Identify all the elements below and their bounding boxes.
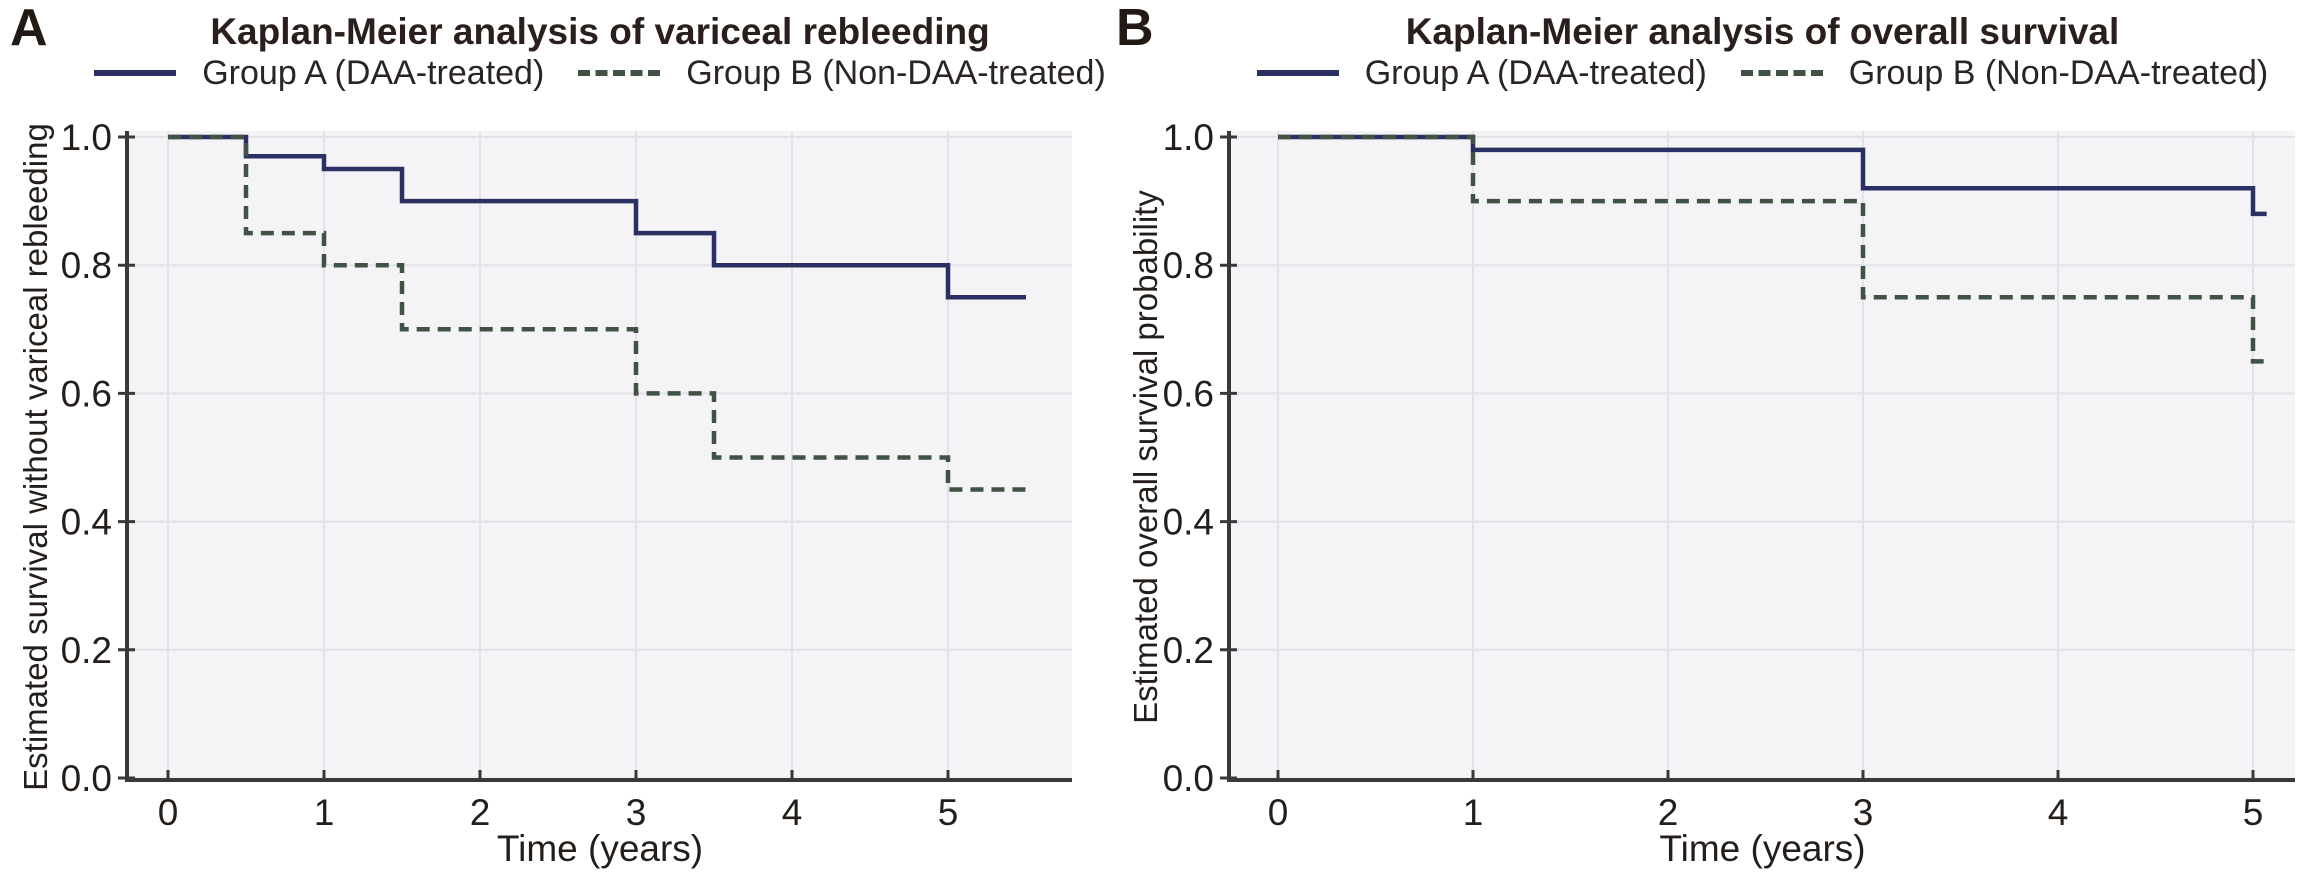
dashed-line-swatch: [578, 70, 661, 76]
y-tick-label: 1.0: [61, 117, 112, 158]
x-tick-label: 3: [626, 792, 647, 833]
solid-line-swatch: [1256, 70, 1339, 76]
panel-a-title: Kaplan-Meier analysis of variceal reblee…: [210, 11, 990, 52]
legend-item-group-a: Group A (DAA-treated): [94, 56, 544, 90]
y-tick-label: 0.8: [1163, 245, 1214, 286]
x-tick-label: 2: [1658, 792, 1679, 833]
x-tick-label: 0: [1268, 792, 1289, 833]
panel-b-y-axis-label: Estimated overall survival probability: [1127, 190, 1164, 724]
y-tick-label: 0.0: [1163, 758, 1214, 799]
x-tick-label: 5: [2243, 792, 2264, 833]
plot-area: [1230, 131, 2295, 778]
legend-label-group-a: Group A (DAA-treated): [1364, 54, 1707, 92]
panel-a-letter: A: [10, 0, 48, 57]
panel-b-title: Kaplan-Meier analysis of overall surviva…: [1405, 11, 2120, 52]
panel-b-legend: Group A (DAA-treated) Group B (Non-DAA-t…: [1230, 56, 2295, 90]
y-tick-label: 0.4: [61, 502, 112, 543]
x-tick-label: 0: [158, 792, 179, 833]
legend-label-group-b: Group B (Non-DAA-treated): [1848, 54, 2269, 92]
y-tick-label: 0.2: [1163, 630, 1214, 671]
plot-area: [128, 131, 1072, 778]
dashed-line-swatch: [1740, 70, 1823, 76]
y-tick-label: 0.6: [1163, 373, 1214, 414]
y-tick-label: 0.4: [1163, 502, 1214, 543]
panel-a-y-axis-label: Estimated survival without variceal rebl…: [17, 123, 54, 791]
x-tick-label: 5: [938, 792, 959, 833]
y-tick-label: 0.0: [61, 758, 112, 799]
legend-label-group-a: Group A (DAA-treated): [202, 54, 545, 92]
x-tick-label: 4: [2048, 792, 2069, 833]
x-tick-label: 2: [470, 792, 491, 833]
km-curve-group-a: [168, 134, 1026, 300]
km-curve-group-b: [1278, 134, 2267, 364]
panel-a-x-axis-label: Time (years): [496, 828, 704, 869]
legend-item-group-a: Group A (DAA-treated): [1256, 54, 1707, 92]
legend-item-group-b: Group B (Non-DAA-treated): [578, 56, 1106, 90]
legend-item-group-b: Group B (Non-DAA-treated): [1740, 54, 2269, 92]
x-tick-label: 3: [1853, 792, 1874, 833]
y-tick-label: 0.8: [61, 245, 112, 286]
x-tick-label: 1: [1463, 792, 1484, 833]
y-tick-label: 0.6: [61, 373, 112, 414]
y-tick-label: 0.2: [61, 630, 112, 671]
km-curve-group-b: [168, 134, 1026, 492]
panel-b-letter: B: [1116, 0, 1154, 57]
y-tick-label: 1.0: [1163, 117, 1214, 158]
panel-b-x-axis-label: Time (years): [1659, 828, 1866, 869]
x-tick-label: 1: [314, 792, 335, 833]
solid-line-swatch: [94, 70, 177, 76]
legend-label-group-b: Group B (Non-DAA-treated): [686, 54, 1106, 92]
x-tick-label: 4: [782, 792, 803, 833]
panel-a-legend: Group A (DAA-treated) Group B (Non-DAA-t…: [94, 56, 1106, 90]
